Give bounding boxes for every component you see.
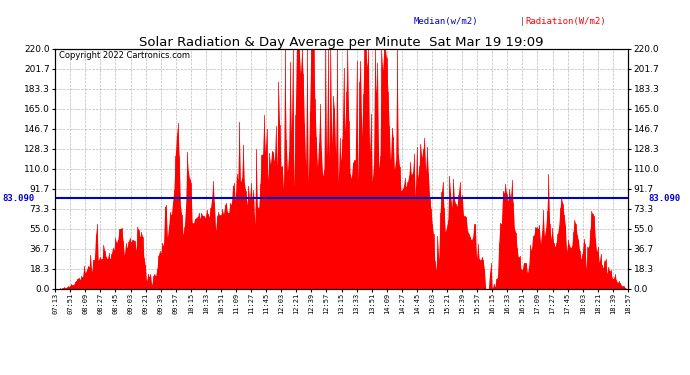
Text: Median(w/m2): Median(w/m2) (414, 17, 478, 26)
Text: Radiation(W/m2): Radiation(W/m2) (526, 17, 607, 26)
Text: 83.090: 83.090 (3, 194, 34, 202)
Text: Copyright 2022 Cartronics.com: Copyright 2022 Cartronics.com (59, 51, 190, 60)
Text: |: | (521, 17, 524, 26)
Title: Solar Radiation & Day Average per Minute  Sat Mar 19 19:09: Solar Radiation & Day Average per Minute… (139, 36, 544, 49)
Text: 83.090: 83.090 (649, 194, 680, 202)
